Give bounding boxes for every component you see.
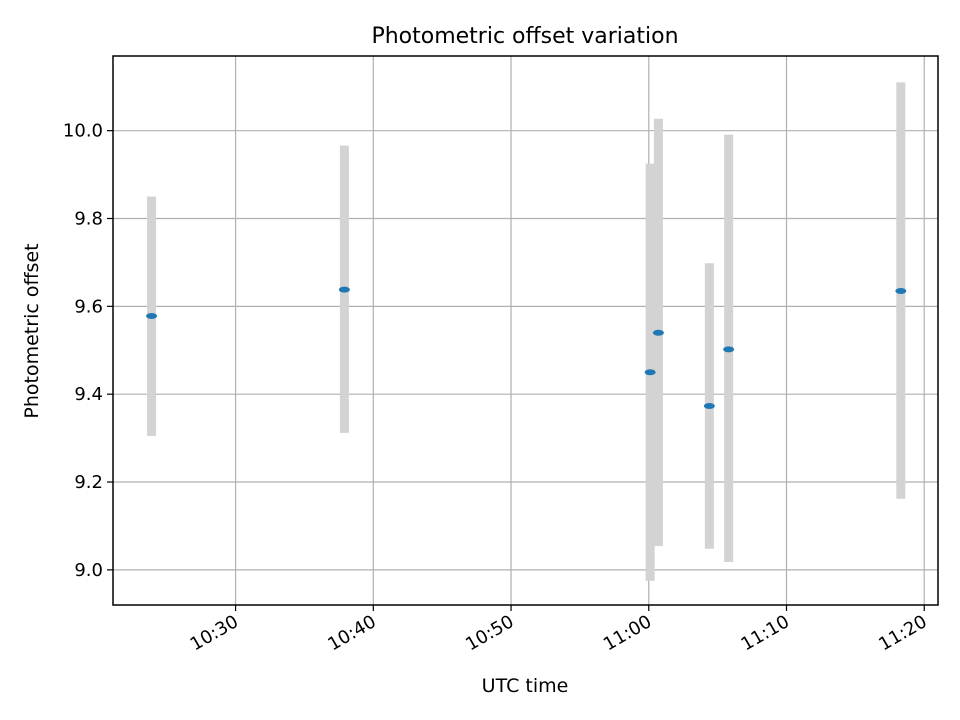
grid (113, 56, 938, 605)
data-point (703, 403, 715, 410)
y-tick-label: 9.2 (74, 472, 103, 493)
data-point (895, 287, 907, 294)
data-point (338, 286, 350, 293)
data-point (146, 313, 158, 320)
chart-title: Photometric offset variation (371, 24, 678, 49)
data-point (652, 329, 664, 336)
y-tick-label: 10.0 (63, 121, 103, 142)
y-tick-label: 9.4 (74, 384, 103, 405)
data-point (723, 346, 735, 353)
data-markers (146, 286, 907, 410)
y-axis-ticks: 9.0 9.2 9.4 9.6 9.8 10.0 (63, 121, 113, 581)
plot-frame (112, 55, 939, 606)
y-tick-label: 9.0 (74, 560, 103, 581)
y-tick-label: 9.6 (74, 296, 103, 317)
x-axis-label: UTC time (482, 675, 569, 697)
y-axis-label: Photometric offset (21, 243, 43, 418)
data-point (644, 369, 656, 376)
y-tick-label: 9.8 (74, 209, 103, 230)
